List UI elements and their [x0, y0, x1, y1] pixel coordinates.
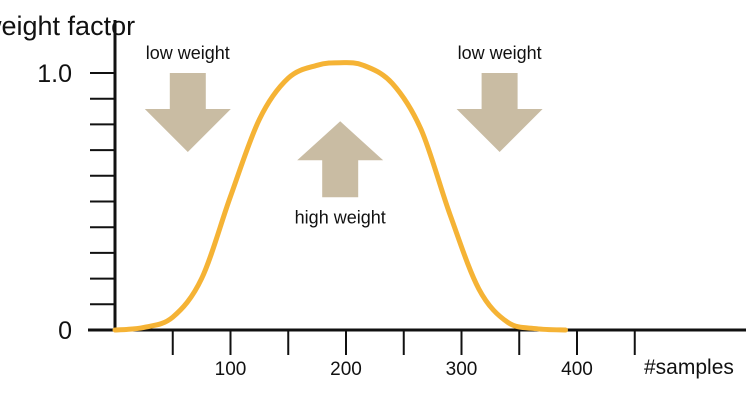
arrow-down-icon [456, 73, 543, 152]
x-tick-label: 400 [561, 359, 593, 380]
x-tick-label: 200 [330, 359, 362, 380]
annotation-label: high weight [295, 207, 386, 227]
annotation-label: low weight [458, 43, 542, 63]
y-ticks: 01.0 [37, 60, 115, 345]
x-tick-label: 100 [215, 359, 247, 380]
x-axis-label: #samples [644, 356, 734, 379]
annotation-label: low weight [146, 43, 230, 63]
weight-curve [112, 60, 568, 333]
y-tick-label: 0 [58, 317, 72, 345]
x-ticks: 100 200 300 400 [171, 330, 636, 380]
x-tick-label: 300 [446, 359, 478, 380]
arrow-up-icon [297, 121, 384, 198]
arrow-down-icon [144, 73, 231, 152]
axes [88, 20, 746, 332]
annotations: low weight high weight low weight [146, 43, 542, 227]
y-tick-label: 1.0 [37, 60, 72, 88]
y-axis-label: weight factor [0, 11, 135, 41]
annotation-arrows [144, 73, 543, 198]
